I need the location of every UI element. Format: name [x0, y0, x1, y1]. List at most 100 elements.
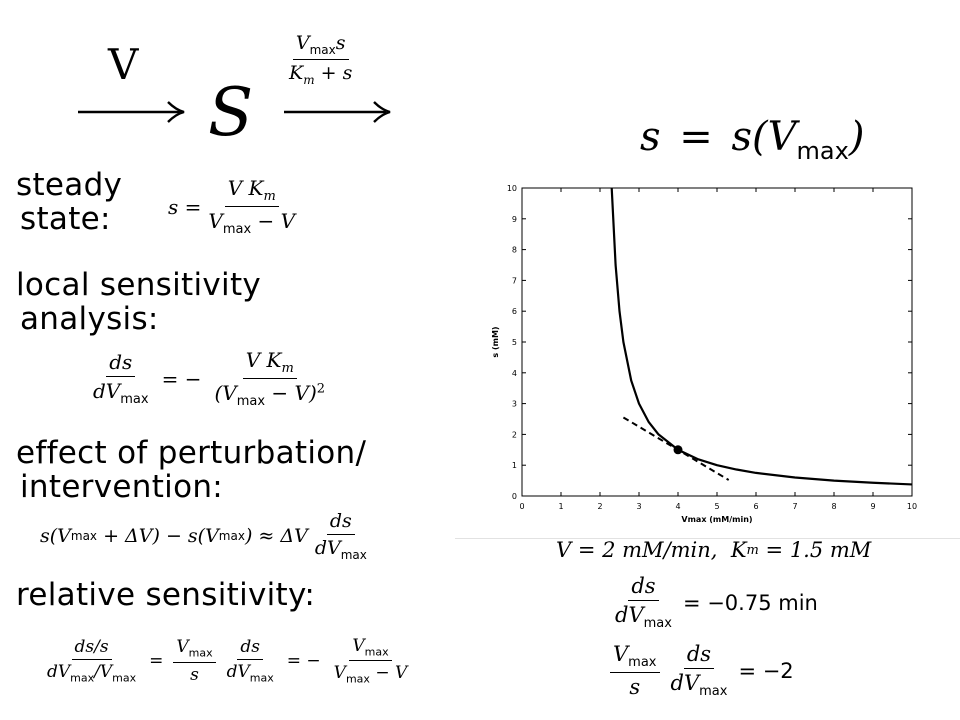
- efflux-arrow: [284, 101, 391, 123]
- rel-f2-num-sub: max: [188, 646, 213, 660]
- res1-num: ds: [628, 574, 659, 601]
- steady-den: V: [208, 209, 223, 233]
- effect-equation: s(V max + ΔV) − s(V max) ≈ ΔV ds dVmax: [40, 510, 374, 562]
- res2-den2-sub: max: [699, 684, 728, 700]
- x-tick-label: 8: [831, 502, 836, 511]
- steady-den-tail: − V: [257, 209, 296, 233]
- local-label-line2: analysis:: [20, 301, 159, 337]
- rel-f1-den-sub2: max: [112, 671, 137, 685]
- plot-frame: [521, 187, 913, 497]
- res2-value: = −2: [738, 658, 794, 683]
- relative-sensitivity-equation: ds/s dVmax/Vmax = Vmax s ds dVmax = − Vm…: [40, 636, 414, 686]
- rel-f4-num-sub: max: [364, 645, 389, 659]
- local-den: dV: [93, 379, 121, 403]
- local-sensitivity-label: local sensitivity analysis:: [16, 268, 261, 336]
- x-tick-label: 0: [519, 502, 524, 511]
- local-num: ds: [106, 350, 136, 377]
- species-symbol: S: [208, 74, 254, 151]
- rel-f1-den-tail: /V: [94, 662, 113, 683]
- effect-den: dV: [314, 537, 341, 559]
- steady-state-plot: 0 1 2 3 4 5 6 7 8 9 10 0 1 2 3 4 5 6 7 8 9 10 Vmax (mM/min) s (…: [491, 184, 917, 524]
- local-rden: (V: [214, 381, 237, 405]
- params-line: V = 2 mM/min,: [556, 538, 718, 562]
- steady-den-sub: max: [222, 222, 252, 237]
- steady-lhs: s =: [168, 194, 202, 219]
- influx-arrow: [78, 101, 185, 123]
- rel-f3-den: dV: [226, 662, 250, 683]
- res2-num2: ds: [683, 642, 715, 669]
- res1-den: dV: [615, 603, 644, 627]
- rel-f1-den: dV: [47, 662, 71, 683]
- steady-state-curve: [610, 188, 912, 486]
- rate-den-tail: + s: [320, 61, 353, 84]
- rate-den-sub: m: [303, 72, 315, 87]
- y-tick-label: 10: [507, 184, 517, 193]
- steady-num-sub: m: [263, 189, 276, 204]
- headline-sub: max: [796, 137, 849, 165]
- local-label-line1: local sensitivity: [16, 267, 262, 303]
- rel-f3-den-sub: max: [249, 671, 274, 685]
- rel-eq1: =: [149, 650, 164, 671]
- rel-eq2: = −: [286, 650, 321, 671]
- y-tick-label: 1: [512, 461, 517, 470]
- y-tick-label: 9: [512, 215, 517, 224]
- operating-point-marker: [673, 445, 683, 455]
- res2-den2: dV: [670, 671, 700, 695]
- y-tick-label: 0: [512, 492, 517, 501]
- rel-f4-den: V: [333, 663, 346, 684]
- steady-num: V K: [227, 176, 264, 200]
- res2-den: s: [629, 675, 641, 700]
- influx-label: V: [108, 40, 139, 89]
- y-tick-label: 6: [512, 307, 517, 316]
- effect-label-line2: intervention:: [20, 469, 224, 505]
- local-rnum: V K: [245, 348, 282, 372]
- x-tick-label: 10: [907, 502, 917, 511]
- effect-lhs: s(V: [40, 524, 71, 547]
- x-axis-label: Vmax (mM/min): [681, 515, 752, 524]
- local-rden-exp: 2: [316, 381, 326, 397]
- local-rden-sub: max: [236, 394, 266, 409]
- effect-den-sub: max: [340, 547, 367, 562]
- rate-num: V: [295, 32, 310, 54]
- effect-lhs-sub: max: [70, 528, 98, 543]
- headline-lhs: s: [640, 114, 661, 160]
- relative-sensitivity-label: relative sensitivity:: [16, 577, 316, 613]
- local-den-sub: max: [120, 392, 149, 407]
- res2-num: V: [613, 642, 629, 666]
- x-tick-label: 9: [870, 502, 875, 511]
- y-tick-label: 7: [512, 276, 517, 285]
- result-derivative: ds dVmax = −0.75 min: [608, 574, 818, 631]
- y-tick-label: 2: [512, 430, 517, 439]
- x-tick-label: 6: [753, 502, 758, 511]
- rel-f1-num: ds/s: [71, 637, 112, 661]
- params-km-val: = 1.5 mM: [765, 538, 872, 562]
- res1-value: = −0.75 min: [682, 590, 818, 615]
- headline-equation: s = s(Vmax): [640, 114, 864, 165]
- res2-num-sub: max: [628, 655, 657, 671]
- rate-den: K: [289, 61, 304, 84]
- rel-f2-num: V: [176, 637, 189, 658]
- x-tick-label: 7: [792, 502, 797, 511]
- x-tick-label: 4: [675, 502, 680, 511]
- y-tick-label: 8: [512, 246, 517, 255]
- y-tick-label: 4: [512, 369, 517, 378]
- steady-state-label: steady state:: [16, 168, 122, 236]
- params-km-sub: m: [746, 542, 759, 558]
- rate-expression: Vmaxs Km + s: [282, 32, 359, 87]
- result-relative: Vmax s ds dVmax = −2: [606, 642, 794, 699]
- local-rden-tail: − V): [271, 381, 317, 405]
- steady-label-line2: state:: [20, 201, 111, 237]
- rel-f4-den-tail: − V: [375, 663, 408, 684]
- headline-eq: =: [679, 114, 713, 160]
- steady-label-line1: steady: [16, 167, 123, 203]
- effect-lhs-end: ) ≈ ΔV: [244, 524, 308, 547]
- x-tick-label: 1: [558, 502, 563, 511]
- separator-line: [455, 538, 960, 539]
- local-eq: = −: [161, 366, 202, 391]
- headline-close: ): [848, 114, 865, 160]
- y-tick-label: 5: [512, 338, 517, 347]
- steady-state-equation: s = V Km Vmax − V: [168, 176, 302, 237]
- params-km: K: [730, 538, 747, 562]
- rate-num-var: s: [335, 32, 346, 54]
